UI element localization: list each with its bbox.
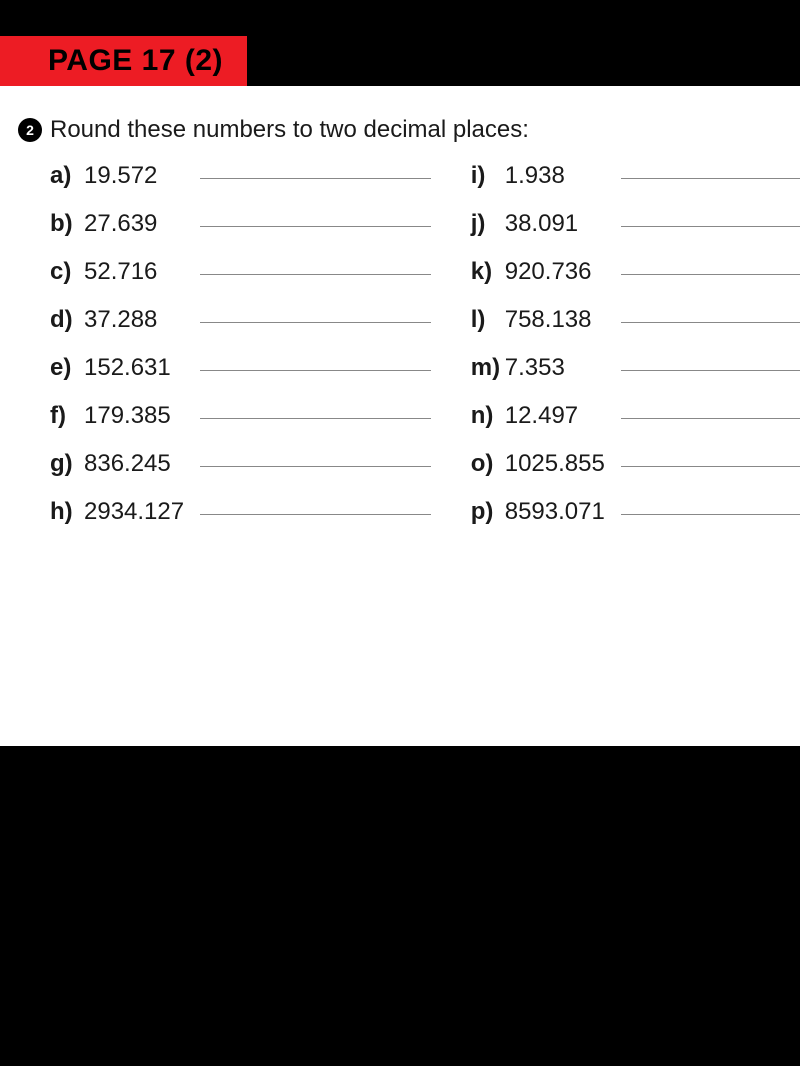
answer-blank[interactable] — [200, 466, 431, 467]
list-item: j) 38.091 — [471, 210, 800, 258]
list-item: h) 2934.127 — [50, 498, 471, 546]
item-label: l) — [471, 306, 505, 334]
list-item: k) 920.736 — [471, 258, 800, 306]
list-item: d) 37.288 — [50, 306, 471, 354]
item-value: 8593.071 — [505, 498, 617, 526]
left-column: a) 19.572 b) 27.639 c) 52.716 d) 37.288 … — [50, 162, 471, 546]
item-value: 37.288 — [84, 306, 196, 334]
list-item: a) 19.572 — [50, 162, 471, 210]
answer-blank[interactable] — [621, 418, 800, 419]
answer-blank[interactable] — [621, 226, 800, 227]
item-label: h) — [50, 498, 84, 526]
item-label: f) — [50, 402, 84, 430]
list-item: n) 12.497 — [471, 402, 800, 450]
list-item: b) 27.639 — [50, 210, 471, 258]
list-item: f) 179.385 — [50, 402, 471, 450]
answer-blank[interactable] — [200, 418, 431, 419]
list-item: l) 758.138 — [471, 306, 800, 354]
question-header: 2 Round these numbers to two decimal pla… — [18, 116, 800, 144]
item-value: 12.497 — [505, 402, 617, 430]
item-value: 758.138 — [505, 306, 617, 334]
right-column: i) 1.938 j) 38.091 k) 920.736 l) 758.138… — [471, 162, 800, 546]
item-label: j) — [471, 210, 505, 238]
item-label: o) — [471, 450, 505, 478]
item-label: a) — [50, 162, 84, 190]
page-title-text: PAGE 17 (2) — [48, 44, 223, 77]
answer-blank[interactable] — [621, 370, 800, 371]
answer-blank[interactable] — [200, 514, 431, 515]
top-black-bar — [0, 0, 800, 36]
list-item: g) 836.245 — [50, 450, 471, 498]
question-instruction: Round these numbers to two decimal place… — [50, 116, 529, 144]
answer-blank[interactable] — [200, 322, 431, 323]
list-item: p) 8593.071 — [471, 498, 800, 546]
item-label: i) — [471, 162, 505, 190]
item-value: 19.572 — [84, 162, 196, 190]
item-value: 836.245 — [84, 450, 196, 478]
answer-blank[interactable] — [200, 226, 431, 227]
item-label: k) — [471, 258, 505, 286]
item-value: 52.716 — [84, 258, 196, 286]
answer-blank[interactable] — [200, 178, 431, 179]
item-label: c) — [50, 258, 84, 286]
item-value: 2934.127 — [84, 498, 196, 526]
question-number-badge: 2 — [18, 118, 42, 142]
item-value: 920.736 — [505, 258, 617, 286]
worksheet-content: 2 Round these numbers to two decimal pla… — [0, 86, 800, 746]
item-label: e) — [50, 354, 84, 382]
page-title-banner: PAGE 17 (2) — [0, 36, 247, 86]
item-value: 27.639 — [84, 210, 196, 238]
answer-blank[interactable] — [200, 274, 431, 275]
answer-blank[interactable] — [621, 514, 800, 515]
item-value: 1025.855 — [505, 450, 617, 478]
list-item: c) 52.716 — [50, 258, 471, 306]
items-columns: a) 19.572 b) 27.639 c) 52.716 d) 37.288 … — [18, 162, 800, 546]
answer-blank[interactable] — [621, 178, 800, 179]
item-label: g) — [50, 450, 84, 478]
list-item: i) 1.938 — [471, 162, 800, 210]
item-label: n) — [471, 402, 505, 430]
list-item: e) 152.631 — [50, 354, 471, 402]
item-value: 1.938 — [505, 162, 617, 190]
list-item: o) 1025.855 — [471, 450, 800, 498]
item-label: d) — [50, 306, 84, 334]
list-item: m) 7.353 — [471, 354, 800, 402]
item-label: b) — [50, 210, 84, 238]
answer-blank[interactable] — [621, 274, 800, 275]
answer-blank[interactable] — [200, 370, 431, 371]
answer-blank[interactable] — [621, 466, 800, 467]
item-label: p) — [471, 498, 505, 526]
item-value: 7.353 — [505, 354, 617, 382]
item-value: 179.385 — [84, 402, 196, 430]
item-label: m) — [471, 354, 505, 382]
item-value: 152.631 — [84, 354, 196, 382]
answer-blank[interactable] — [621, 322, 800, 323]
item-value: 38.091 — [505, 210, 617, 238]
